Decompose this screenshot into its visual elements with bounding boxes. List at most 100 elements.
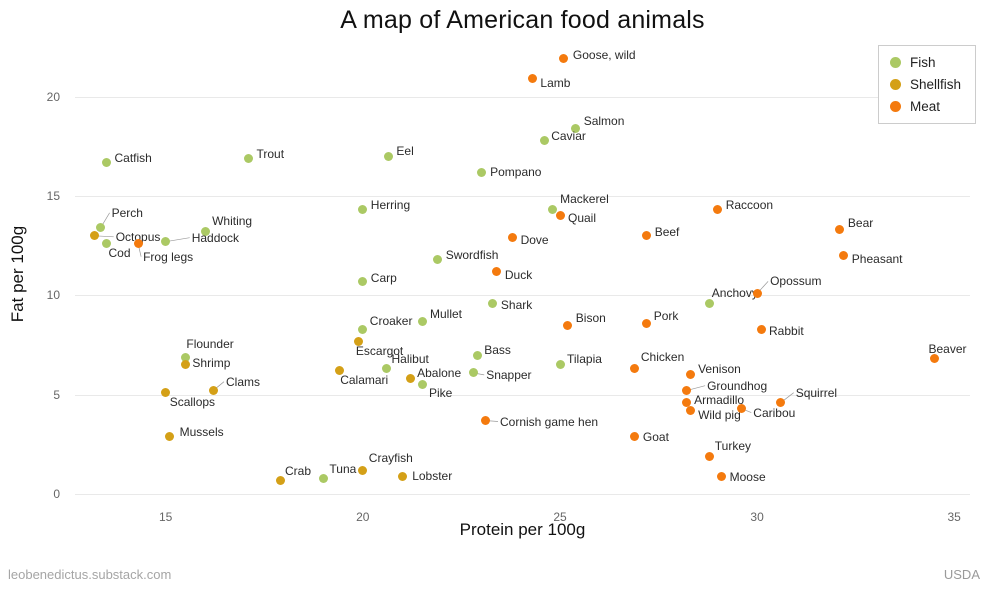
point-label: Tuna (329, 462, 357, 477)
gridline (75, 394, 970, 396)
data-point (685, 370, 695, 380)
x-tick-label: 15 (159, 510, 173, 524)
point-label: Moose (729, 470, 766, 485)
data-point (161, 237, 171, 247)
data-point (713, 205, 723, 215)
y-tick-label: 20 (46, 89, 60, 104)
point-label: Pompano (490, 165, 542, 180)
point-label: Carp (370, 270, 397, 285)
data-point (563, 320, 573, 330)
y-tick-label: 0 (53, 487, 60, 502)
legend-dot-meat (889, 101, 901, 112)
point-label: Abalone (417, 365, 462, 380)
point-label: Pork (653, 309, 679, 324)
data-point (102, 239, 111, 249)
data-point (681, 398, 691, 408)
data-point (102, 157, 111, 167)
point-label: Catfish (114, 151, 152, 166)
source-link: leobenedictus.substack.com (8, 567, 172, 582)
data-point (476, 167, 486, 177)
data-point (334, 366, 344, 376)
data-point (133, 239, 143, 249)
point-label: Beaver (928, 341, 967, 356)
data-point (200, 227, 210, 237)
legend-label-meat: Meat (909, 99, 940, 114)
data-point (358, 205, 368, 215)
gridline (75, 295, 970, 297)
point-label: Herring (370, 197, 411, 212)
data-point (539, 135, 549, 145)
point-label: Quail (568, 210, 597, 225)
legend-dot-fish (889, 57, 901, 68)
data-point (397, 471, 407, 481)
point-label: Pike (429, 385, 453, 400)
data-point (681, 386, 691, 396)
point-label: Lamb (540, 75, 571, 90)
data-point (383, 151, 393, 161)
data-point (433, 255, 443, 265)
point-label: Beef (654, 224, 680, 239)
data-point (492, 267, 502, 276)
point-label: Goat (642, 430, 669, 445)
data-point (630, 364, 640, 374)
data-point (275, 475, 285, 485)
point-label: Eel (396, 144, 414, 159)
gridline (75, 96, 970, 98)
point-label: Duck (504, 267, 533, 282)
point-label: Pheasant (851, 251, 903, 266)
point-label: Rabbit (769, 324, 804, 339)
point-label: Raccoon (725, 197, 774, 212)
point-label: Croaker (369, 314, 413, 329)
legend-item-shellfish: Shellfish (889, 77, 961, 92)
point-label: Shrimp (192, 355, 231, 370)
point-label: Dove (520, 232, 549, 247)
point-label: Clams (226, 374, 261, 389)
x-tick-label: 20 (356, 510, 370, 524)
data-point (472, 350, 482, 360)
data-point (705, 298, 715, 308)
data-point (417, 380, 427, 390)
legend-item-fish: Fish (889, 55, 961, 70)
point-label: Whiting (212, 213, 253, 228)
data-point (90, 231, 100, 241)
data-point (358, 277, 368, 286)
gridline (75, 494, 970, 496)
data-source: USDA (943, 567, 980, 582)
point-label: Mussels (179, 425, 224, 440)
data-point (930, 354, 939, 364)
legend-dot-shellfish (889, 79, 901, 90)
data-point (244, 153, 253, 163)
point-label: Snapper (486, 367, 532, 382)
legend-item-meat: Meat (889, 99, 961, 114)
point-label: Frog legs (143, 249, 194, 264)
point-label: Squirrel (795, 385, 838, 400)
y-tick-label: 15 (46, 189, 60, 203)
data-point (835, 225, 845, 235)
data-point (508, 233, 518, 243)
point-label: Shark (500, 298, 533, 313)
x-tick-label: 35 (947, 510, 961, 524)
data-point (468, 368, 478, 378)
point-label: Venison (698, 361, 741, 376)
plot-area: Catfish Trout Eel Pompano Salmon Caviar Herrin… (75, 45, 970, 503)
data-point (705, 451, 715, 461)
data-point (571, 124, 581, 133)
data-point (96, 223, 106, 233)
legend-label-shellfish: Shellfish (909, 77, 961, 92)
gridline (75, 196, 970, 197)
y-tick-label: 5 (53, 387, 60, 402)
chart-title: A map of American food animals (340, 6, 705, 34)
data-point (547, 205, 557, 215)
data-point (555, 360, 565, 370)
point-label: Flounder (186, 337, 234, 351)
point-label: Chicken (640, 349, 685, 364)
data-point (555, 211, 565, 221)
point-label: Caviar (551, 129, 586, 144)
data-point (480, 416, 490, 425)
point-label: Tilapia (567, 351, 602, 366)
x-axis-title: Protein per 100g (459, 520, 586, 539)
point-label: Calamari (340, 372, 389, 387)
legend-label-fish: Fish (909, 55, 936, 70)
point-label: Mackerel (560, 191, 609, 206)
